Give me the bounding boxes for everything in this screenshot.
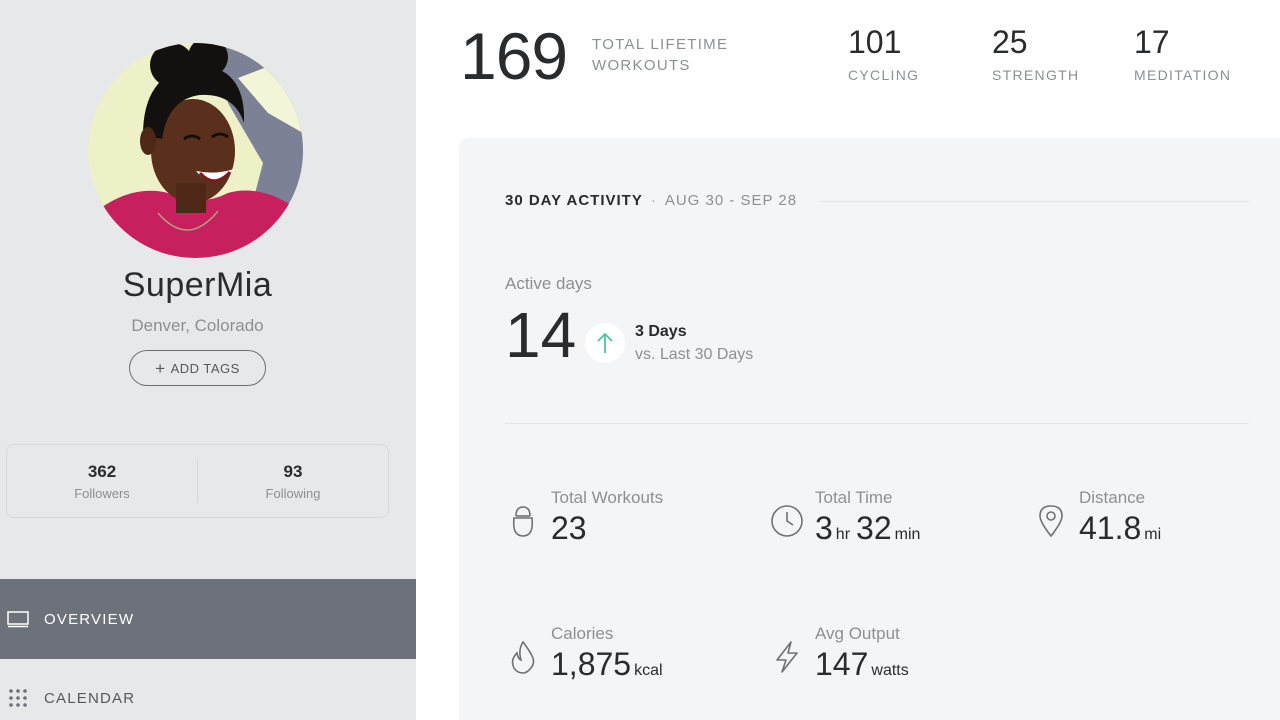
metric-value: 1,875 kcal	[551, 646, 669, 683]
overview-main: 169 TOTAL LIFETIME WORKOUTS 101 CYCLING …	[416, 0, 1280, 720]
followers-label: Followers	[74, 485, 130, 501]
category-count: 17	[1134, 24, 1170, 60]
minutes-value: 32	[856, 510, 892, 546]
metric-distance: Distance 41.8 mi	[1033, 488, 1167, 547]
metric-total-time: Total Time 3 hr 32 min	[769, 488, 926, 547]
plus-icon: +	[155, 358, 166, 378]
nav-item-overview[interactable]: OVERVIEW	[0, 579, 416, 659]
category-count: 101	[848, 24, 902, 60]
arrow-up-icon	[585, 323, 625, 363]
clock-icon	[769, 504, 805, 544]
metric-avg-output: Avg Output 147 watts	[769, 624, 915, 683]
nav-item-calendar[interactable]: CALENDAR	[0, 660, 416, 720]
followers-count: 362	[87, 461, 117, 481]
metric-calories: Calories 1,875 kcal	[505, 624, 669, 683]
metric-value: 147 watts	[815, 646, 915, 683]
metric-label: Distance	[1079, 488, 1146, 507]
nav-item-label: CALENDAR	[44, 689, 136, 707]
trend-days: 3 Days	[635, 323, 687, 340]
category-meditation[interactable]: 17 MEDITATION	[1134, 24, 1231, 83]
metric-label: Avg Output	[815, 624, 900, 643]
lifetime-stats: 169 TOTAL LIFETIME WORKOUTS 101 CYCLING …	[416, 0, 1280, 138]
activity-card: 30 DAY ACTIVITY · AUG 30 - SEP 28 Active d…	[459, 138, 1280, 720]
hours-value: 3	[815, 510, 833, 546]
followers-stat[interactable]: 362 Followers	[7, 445, 197, 517]
section-divider	[505, 423, 1249, 424]
kettlebell-icon	[505, 504, 541, 544]
following-stat[interactable]: 93 Following	[197, 459, 388, 503]
lifetime-total: 169	[460, 19, 568, 93]
user-location: Denver, Colorado	[131, 316, 264, 335]
nav-item-label: OVERVIEW	[44, 610, 135, 628]
calories-value: 1,875	[551, 646, 632, 682]
avatar[interactable]	[88, 43, 303, 258]
metric-value: 41.8 mi	[1079, 510, 1167, 547]
minutes-unit: min	[894, 526, 921, 543]
hours-unit: hr	[835, 526, 851, 543]
category-count: 25	[992, 24, 1028, 60]
metric-label: Total Workouts	[551, 488, 664, 507]
calories-unit: kcal	[634, 662, 663, 679]
header-separator: ·	[650, 192, 657, 209]
add-tags-label: ADD TAGS	[170, 360, 240, 376]
lightning-icon	[769, 640, 805, 680]
metric-value: 23	[551, 510, 587, 546]
flame-icon	[505, 640, 541, 680]
distance-unit: mi	[1144, 526, 1162, 543]
metric-label: Calories	[551, 624, 614, 643]
location-pin-icon	[1033, 504, 1069, 544]
output-value: 147	[815, 646, 869, 682]
header-divider	[819, 201, 1249, 202]
following-label: Following	[265, 485, 321, 501]
add-tags-button[interactable]: + ADD TAGS	[129, 350, 266, 386]
monitor-icon	[6, 607, 30, 631]
follow-stats: 362 Followers 93 Following	[6, 444, 389, 518]
profile-sidebar: SuperMia Denver, Colorado + ADD TAGS 362…	[0, 0, 416, 720]
activity-date-range: AUG 30 - SEP 28	[664, 192, 798, 209]
following-count: 93	[283, 461, 303, 481]
active-days-count: 14	[505, 299, 577, 371]
category-label: MEDITATION	[1134, 67, 1232, 83]
active-days-label: Active days	[505, 274, 592, 293]
distance-value: 41.8	[1079, 510, 1142, 546]
activity-title: 30 DAY ACTIVITY	[505, 192, 643, 209]
username: SuperMia	[122, 266, 273, 304]
category-strength[interactable]: 25 STRENGTH	[992, 24, 1079, 83]
trend-comparison: vs. Last 30 Days	[635, 346, 754, 363]
category-label: STRENGTH	[992, 67, 1080, 83]
metric-value: 3 hr 32 min	[815, 510, 926, 547]
grid-dots-icon	[6, 686, 30, 710]
lifetime-label: TOTAL LIFETIME WORKOUTS	[592, 36, 729, 74]
activity-header: 30 DAY ACTIVITY · AUG 30 - SEP 28	[505, 192, 797, 209]
metric-total-workouts: Total Workouts 23	[505, 488, 663, 547]
category-label: CYCLING	[848, 67, 920, 83]
avatar-illustration	[88, 43, 303, 258]
metric-label: Total Time	[815, 488, 893, 507]
output-unit: watts	[871, 662, 909, 679]
category-cycling[interactable]: 101 CYCLING	[848, 24, 919, 83]
